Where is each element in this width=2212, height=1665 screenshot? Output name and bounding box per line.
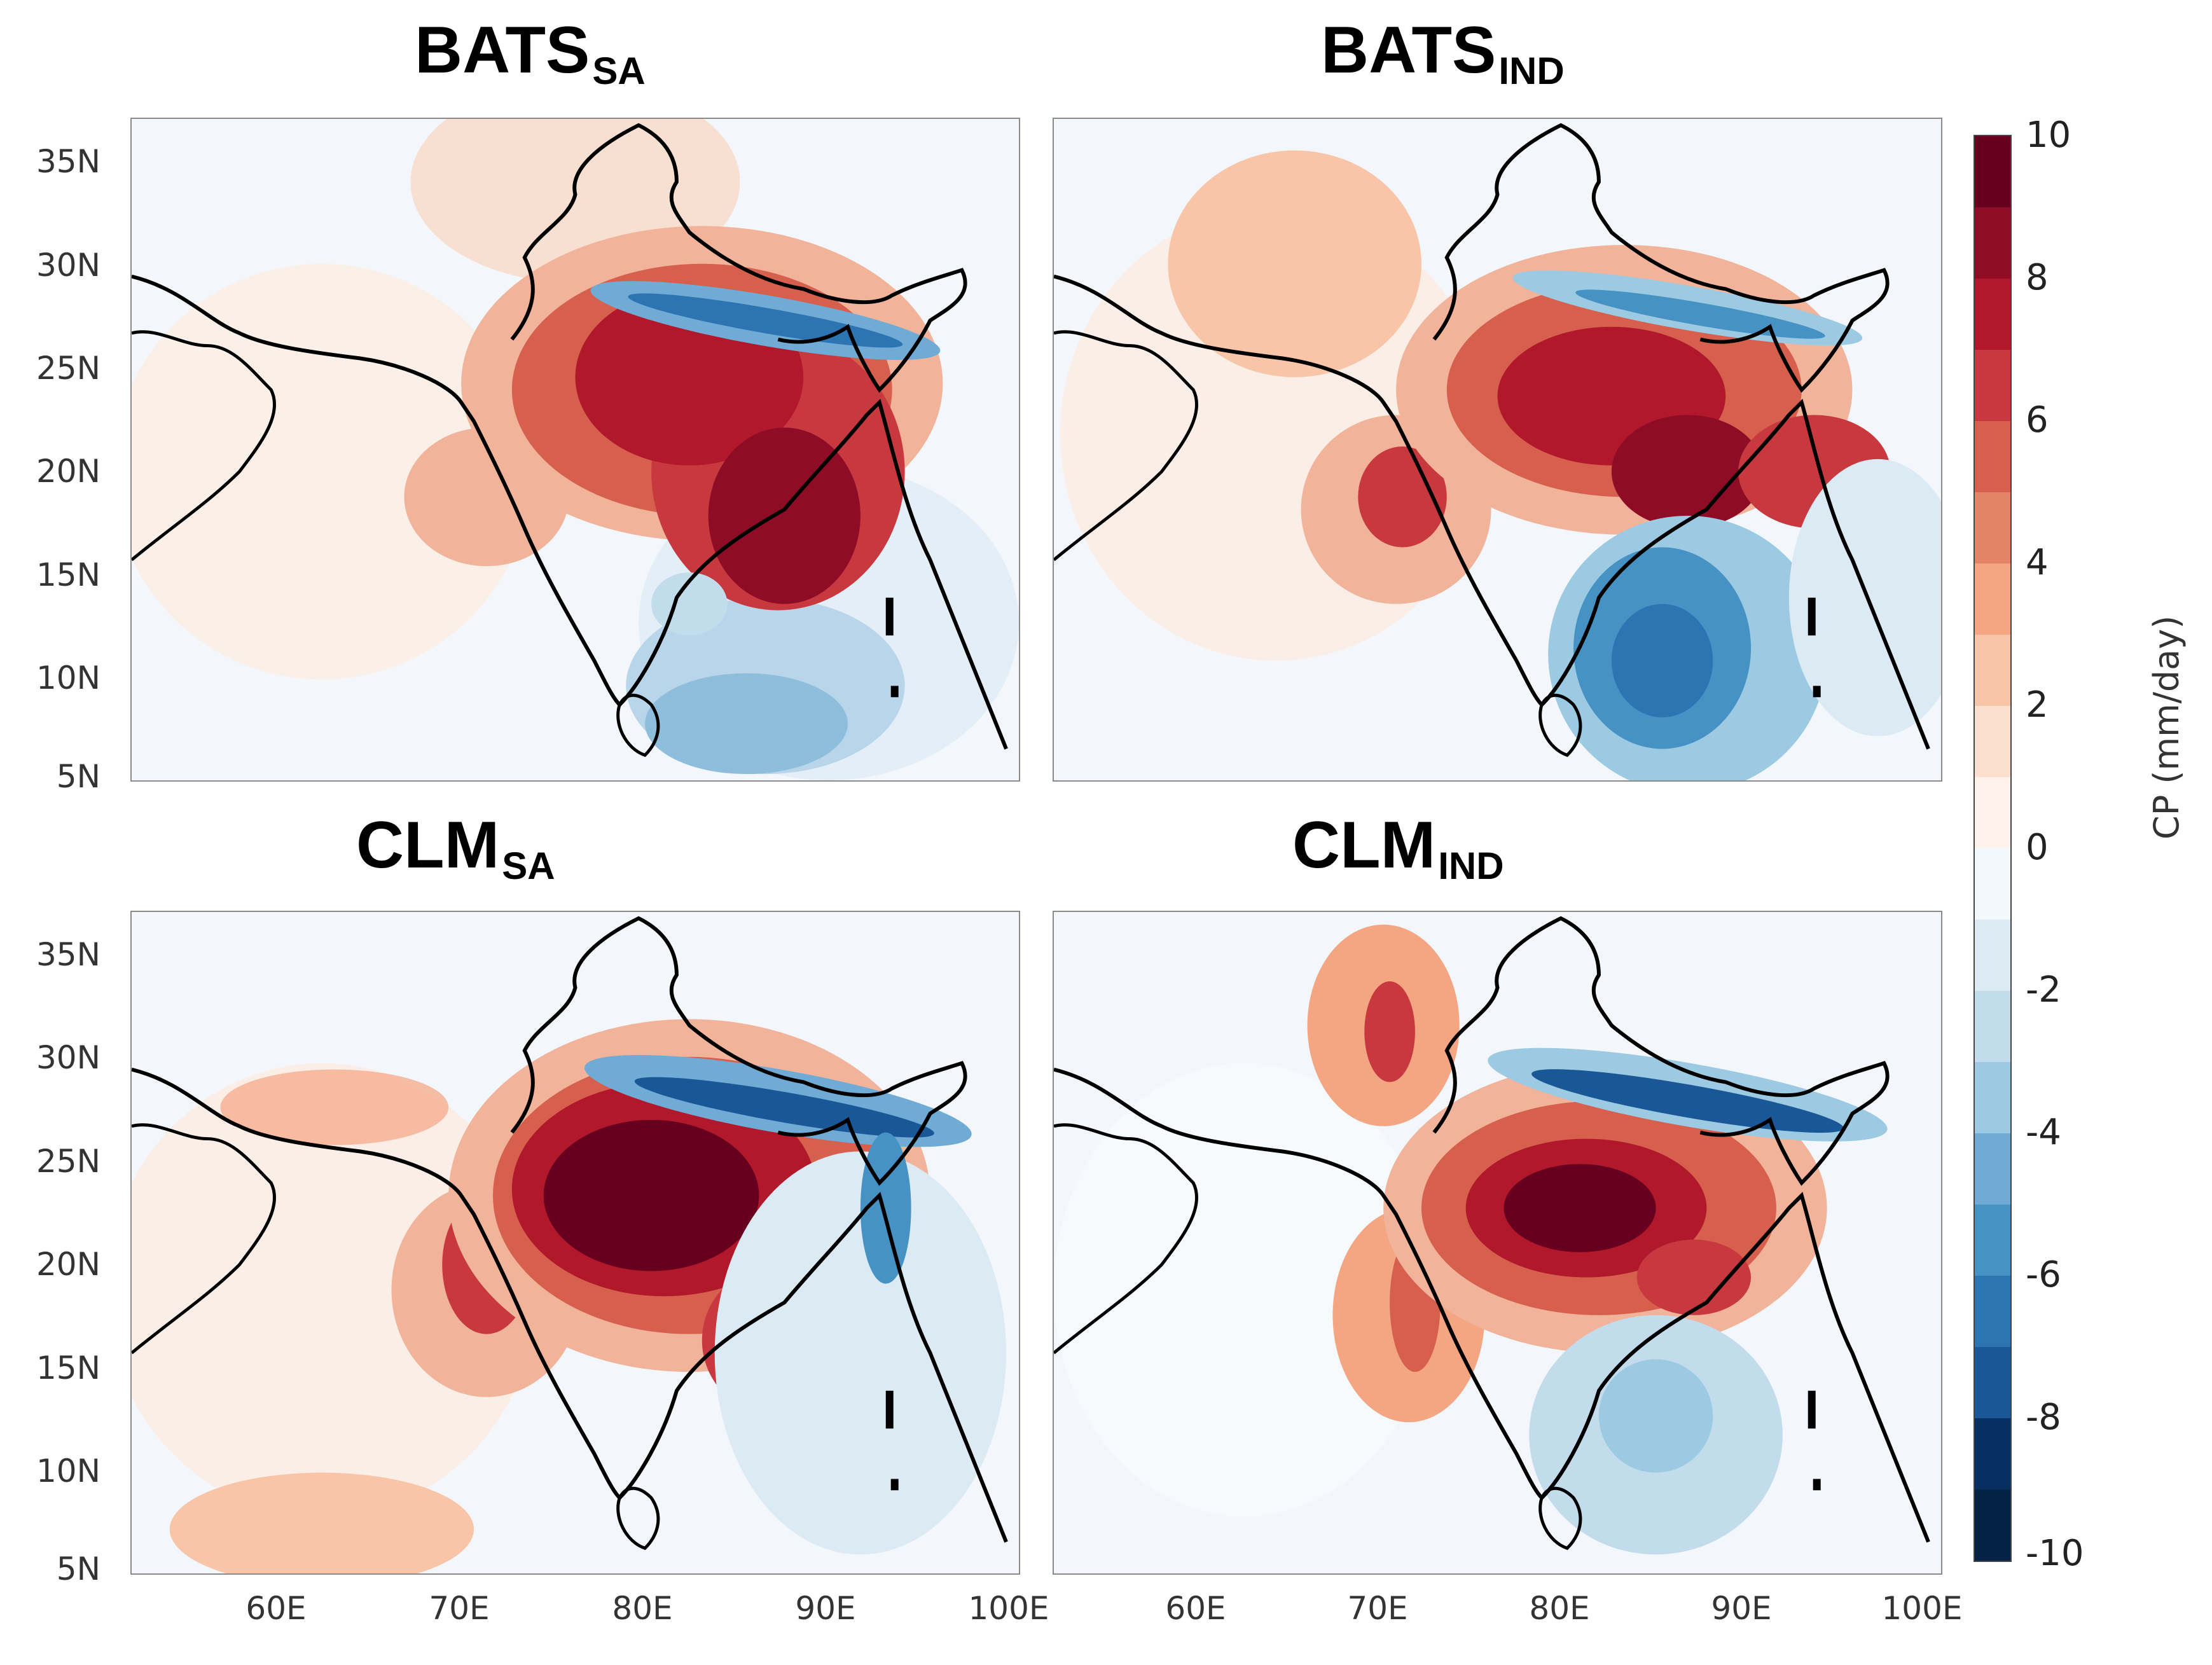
colorbar-swatches	[1975, 136, 2010, 1561]
lon-label: 60E	[1165, 1590, 1226, 1627]
colorbar-swatch	[1975, 1418, 2010, 1490]
colorbar-swatch	[1975, 350, 2010, 422]
colorbar-swatch	[1975, 1205, 2010, 1276]
colorbar-swatch	[1975, 1276, 2010, 1348]
map-bats-sa	[132, 119, 1019, 780]
lat-label: 35N	[36, 143, 100, 180]
map-panel-clm-sa	[130, 911, 1020, 1575]
lon-label: 90E	[1711, 1590, 1772, 1627]
lat-label: 10N	[36, 1453, 100, 1489]
lat-label: 20N	[36, 453, 100, 490]
colorbar	[1974, 135, 2012, 1562]
map-panel-bats-sa	[130, 118, 1020, 782]
map-clm-ind	[1054, 912, 1941, 1573]
colorbar-swatch	[1975, 777, 2010, 849]
colorbar-swatch	[1975, 421, 2010, 493]
map-clm-sa	[132, 912, 1019, 1573]
colorbar-tick: 4	[2026, 542, 2049, 583]
colorbar-swatch	[1975, 279, 2010, 350]
colorbar-swatch	[1975, 1133, 2010, 1205]
lat-label: 5N	[56, 758, 100, 795]
colorbar-swatch	[1975, 1062, 2010, 1134]
lat-label: 30N	[36, 247, 100, 284]
colorbar-swatch	[1975, 920, 2010, 991]
colorbar-swatch	[1975, 848, 2010, 920]
colorbar-swatch	[1975, 136, 2010, 208]
title-clm-ind: CLMIND	[1292, 808, 1504, 887]
title-clm-sa: CLMSA	[356, 808, 555, 887]
lat-label: 15N	[36, 556, 100, 593]
lon-label: 80E	[1529, 1590, 1590, 1627]
colorbar-swatch	[1975, 492, 2010, 564]
colorbar-swatch	[1975, 207, 2010, 279]
colorbar-tick: -6	[2026, 1254, 2061, 1295]
lat-label: 5N	[56, 1551, 100, 1587]
lon-label: 80E	[612, 1590, 673, 1627]
lat-label: 35N	[36, 936, 100, 973]
colorbar-tick: -10	[2026, 1533, 2084, 1574]
colorbar-tick: 8	[2026, 257, 2049, 298]
colorbar-swatch	[1975, 563, 2010, 635]
lat-label: 15N	[36, 1350, 100, 1386]
colorbar-tick: -4	[2026, 1112, 2061, 1153]
colorbar-swatch	[1975, 991, 2010, 1063]
title-bats-ind: BATSIND	[1321, 13, 1565, 92]
map-panel-bats-ind	[1053, 118, 1942, 782]
lat-label: 30N	[36, 1039, 100, 1076]
colorbar-tick: 6	[2026, 399, 2049, 441]
lat-label: 10N	[36, 660, 100, 696]
lon-label: 100E	[968, 1590, 1049, 1627]
colorbar-tick: 10	[2026, 114, 2071, 156]
lon-label: 100E	[1881, 1590, 1963, 1627]
lat-label: 25N	[36, 350, 100, 387]
map-bats-ind	[1054, 119, 1941, 780]
colorbar-tick: 2	[2026, 684, 2049, 726]
colorbar-swatch	[1975, 1347, 2010, 1419]
colorbar-swatch	[1975, 635, 2010, 707]
lat-label: 20N	[36, 1246, 100, 1283]
lon-label: 90E	[795, 1590, 856, 1627]
lat-label: 25N	[36, 1143, 100, 1180]
map-panel-clm-ind	[1053, 911, 1942, 1575]
colorbar-tick: -2	[2026, 969, 2061, 1011]
lon-label: 70E	[1347, 1590, 1408, 1627]
colorbar-unit-label: CP (mm/day)	[2146, 615, 2187, 839]
title-bats-sa: BATSSA	[415, 13, 646, 92]
colorbar-tick: 0	[2026, 827, 2049, 868]
lon-label: 70E	[429, 1590, 490, 1627]
lon-label: 60E	[245, 1590, 307, 1627]
colorbar-swatch	[1975, 706, 2010, 778]
colorbar-tick: -8	[2026, 1397, 2061, 1438]
colorbar-swatch	[1975, 1489, 2010, 1561]
